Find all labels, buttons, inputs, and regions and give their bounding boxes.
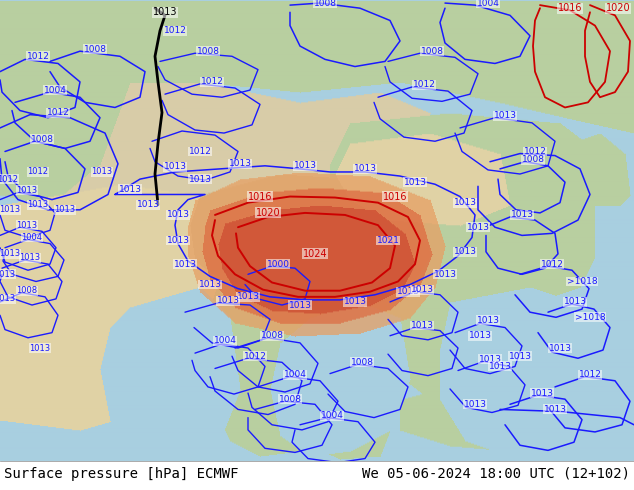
Text: 1021: 1021 — [377, 236, 399, 245]
Text: 1012: 1012 — [413, 80, 436, 90]
Text: 1013: 1013 — [0, 249, 20, 258]
Text: 1013: 1013 — [469, 331, 491, 340]
Text: 1013: 1013 — [410, 321, 434, 330]
Text: 1020: 1020 — [605, 3, 630, 13]
Text: 1012: 1012 — [243, 352, 266, 361]
Text: 1012: 1012 — [524, 147, 547, 156]
Text: 1013: 1013 — [548, 343, 571, 352]
Text: 1013: 1013 — [0, 270, 16, 279]
Text: 1013: 1013 — [27, 200, 49, 209]
Text: 1013: 1013 — [543, 405, 567, 414]
Text: 1012: 1012 — [188, 147, 211, 156]
Text: 1013: 1013 — [167, 210, 190, 220]
Text: 1013: 1013 — [236, 293, 259, 301]
Text: 1013: 1013 — [119, 185, 141, 194]
Text: 1012: 1012 — [541, 260, 564, 269]
Text: 1013: 1013 — [294, 161, 316, 171]
Text: 1008: 1008 — [30, 135, 53, 144]
Text: 1013: 1013 — [467, 223, 489, 232]
Text: >1018: >1018 — [567, 277, 597, 286]
Text: 1013: 1013 — [489, 362, 512, 371]
Text: 1012: 1012 — [0, 174, 18, 184]
Text: 1013: 1013 — [531, 389, 553, 397]
Text: 1013: 1013 — [198, 280, 221, 289]
Text: 1008: 1008 — [84, 45, 107, 53]
Text: 1013: 1013 — [463, 400, 486, 409]
Text: 1020: 1020 — [256, 208, 280, 218]
Text: 1008: 1008 — [313, 0, 337, 7]
Text: 1004: 1004 — [477, 0, 500, 7]
Text: 1013: 1013 — [410, 285, 434, 294]
Text: 1013: 1013 — [153, 7, 178, 17]
Text: 1013: 1013 — [0, 205, 20, 214]
Text: 1016: 1016 — [383, 192, 407, 201]
Text: 1004: 1004 — [44, 86, 67, 95]
Text: 1004: 1004 — [22, 233, 42, 242]
Text: 1013: 1013 — [453, 198, 477, 207]
Text: 1013: 1013 — [479, 355, 501, 364]
Text: 1013: 1013 — [477, 316, 500, 325]
Text: 1013: 1013 — [91, 168, 113, 176]
Text: We 05-06-2024 18:00 UTC (12+102): We 05-06-2024 18:00 UTC (12+102) — [362, 467, 630, 481]
Text: 1012: 1012 — [200, 77, 223, 86]
Text: 1004: 1004 — [214, 336, 236, 345]
Text: >1018: >1018 — [574, 313, 605, 322]
Text: 1013: 1013 — [0, 294, 16, 303]
Text: 1008: 1008 — [420, 47, 444, 56]
Text: 1013: 1013 — [288, 300, 311, 310]
Text: 1012: 1012 — [579, 370, 602, 379]
Text: 1012: 1012 — [27, 168, 48, 176]
Text: 1024: 1024 — [302, 249, 327, 259]
Text: 1013: 1013 — [493, 111, 517, 120]
Text: 1004: 1004 — [283, 370, 306, 379]
Text: 1013: 1013 — [344, 297, 366, 306]
Text: 1013: 1013 — [564, 297, 586, 306]
Text: 1013: 1013 — [216, 296, 240, 305]
Text: 1013: 1013 — [20, 253, 41, 263]
Text: 1013: 1013 — [164, 162, 186, 171]
Text: 1013: 1013 — [188, 174, 212, 184]
Text: 1013: 1013 — [453, 247, 477, 256]
Text: 1008: 1008 — [197, 47, 219, 56]
Text: 1013: 1013 — [16, 186, 37, 195]
Text: 1008: 1008 — [522, 155, 545, 164]
Text: 1008: 1008 — [261, 331, 283, 340]
Text: 1000: 1000 — [266, 260, 290, 269]
Text: 1013: 1013 — [510, 210, 533, 220]
Text: 1013: 1013 — [174, 260, 197, 269]
Text: 1013: 1013 — [167, 236, 190, 245]
Text: 1013: 1013 — [29, 343, 51, 352]
Text: 1012: 1012 — [27, 52, 49, 61]
Text: 1008: 1008 — [16, 286, 37, 295]
Text: 1012: 1012 — [46, 108, 70, 117]
Text: 1013: 1013 — [396, 287, 420, 296]
Text: 1013: 1013 — [136, 200, 160, 209]
Text: 1008: 1008 — [278, 394, 302, 404]
Text: 1013: 1013 — [354, 164, 377, 173]
Text: 1013: 1013 — [228, 159, 252, 168]
Text: 1012: 1012 — [164, 26, 186, 35]
Text: 1016: 1016 — [558, 3, 582, 13]
Text: 1008: 1008 — [351, 358, 373, 367]
Text: 1013: 1013 — [16, 220, 37, 230]
Text: 1013: 1013 — [403, 178, 427, 187]
Text: 1004: 1004 — [321, 411, 344, 420]
Text: 1013: 1013 — [55, 205, 75, 214]
Text: 1016: 1016 — [248, 192, 272, 201]
Text: 1013: 1013 — [508, 352, 531, 361]
Text: 1013: 1013 — [434, 270, 456, 279]
Text: Surface pressure [hPa] ECMWF: Surface pressure [hPa] ECMWF — [4, 467, 238, 481]
